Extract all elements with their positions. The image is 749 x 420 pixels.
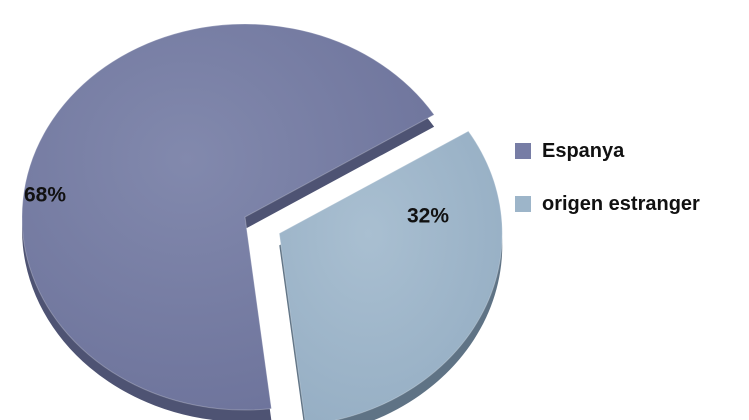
legend-item-espanya: Espanya — [515, 137, 700, 165]
legend-swatch-origen-estranger — [515, 196, 531, 212]
slice-label-origen-estranger: 32% — [407, 205, 449, 228]
legend-label-espanya: Espanya — [542, 139, 625, 162]
legend: Espanya origen estranger — [515, 137, 700, 243]
legend-label-origen-estranger: origen estranger — [542, 192, 700, 215]
slice-label-espanya: 68% — [24, 184, 66, 207]
slice-origen-estranger — [278, 130, 503, 420]
slice-espanya — [21, 23, 435, 411]
legend-swatch-espanya — [515, 143, 531, 159]
legend-item-origen-estranger: origen estranger — [515, 190, 700, 218]
